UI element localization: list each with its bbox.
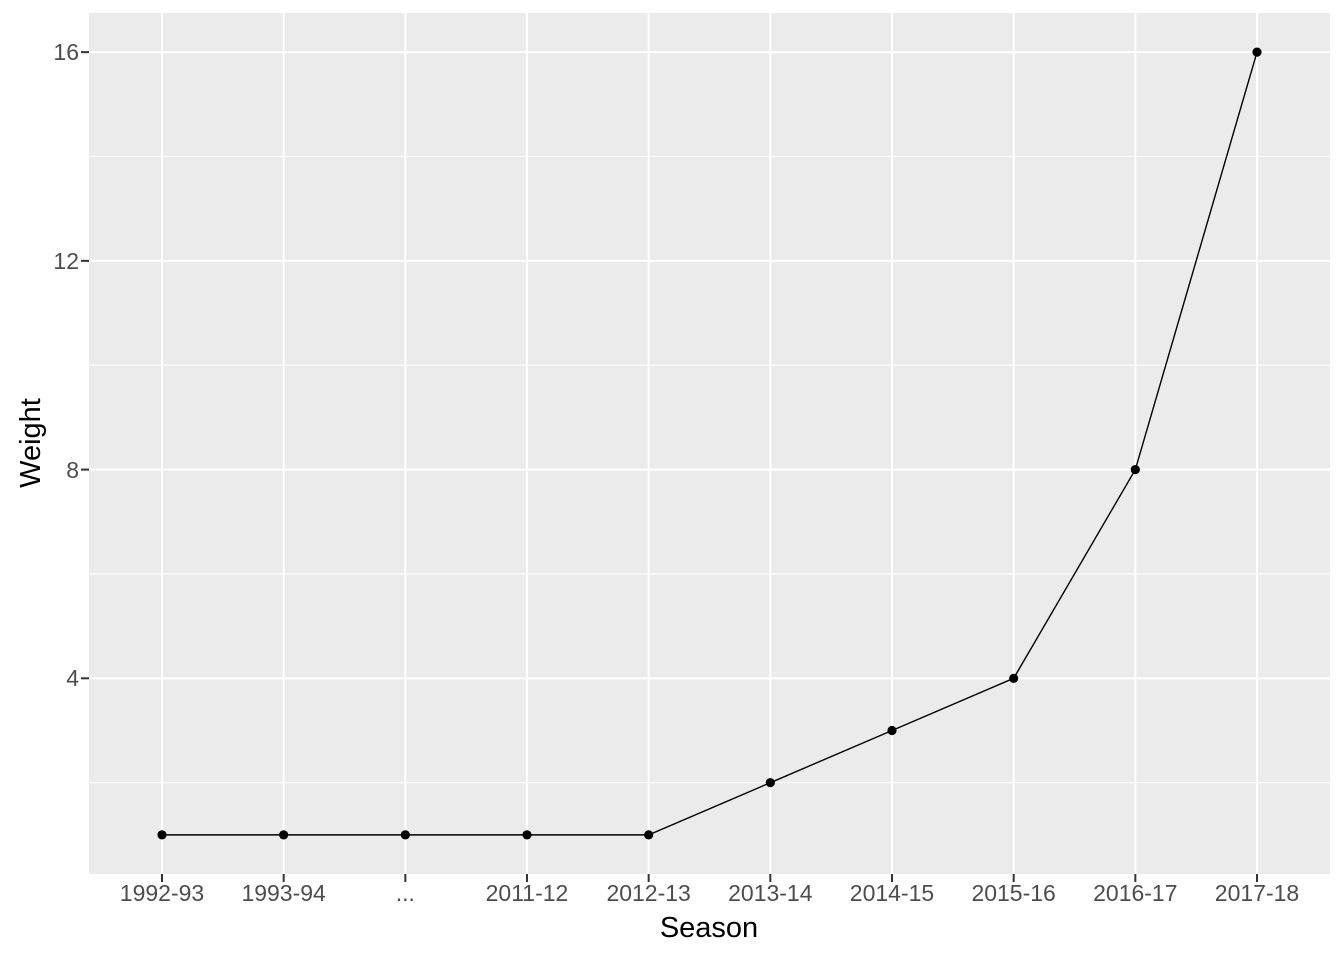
data-point bbox=[157, 830, 167, 840]
y-tick-label: 16 bbox=[53, 39, 79, 66]
y-axis-title: Weight bbox=[15, 398, 47, 488]
x-axis-title: Season bbox=[659, 912, 759, 944]
data-point bbox=[522, 830, 532, 840]
x-tick-label: ... bbox=[395, 880, 415, 906]
data-line bbox=[162, 51, 1258, 836]
x-tick-label: 2013-14 bbox=[728, 880, 813, 906]
x-tick-label: 2014-15 bbox=[849, 880, 935, 906]
x-tick-label: 2011-12 bbox=[485, 880, 569, 906]
data-point bbox=[400, 830, 410, 840]
data-point bbox=[1130, 464, 1140, 475]
data-point bbox=[765, 778, 775, 788]
data-point bbox=[1252, 47, 1262, 57]
x-tick-label: 2017-18 bbox=[1214, 880, 1300, 906]
x-tick-label: 2015-16 bbox=[971, 880, 1056, 906]
y-tick-label: 12 bbox=[53, 247, 79, 274]
panel-background bbox=[89, 13, 1330, 874]
x-tick-label: 2012-13 bbox=[606, 880, 691, 906]
data-point bbox=[887, 725, 897, 736]
x-tick-label: 1993-94 bbox=[241, 880, 326, 906]
y-tick-label: 4 bbox=[66, 665, 79, 692]
x-tick-label: 2016-17 bbox=[1093, 880, 1178, 906]
x-tick-label: 1992-93 bbox=[119, 880, 205, 906]
data-point bbox=[644, 830, 654, 840]
data-point bbox=[279, 830, 289, 840]
data-point bbox=[1009, 673, 1019, 683]
y-tick-label: 8 bbox=[66, 456, 79, 483]
